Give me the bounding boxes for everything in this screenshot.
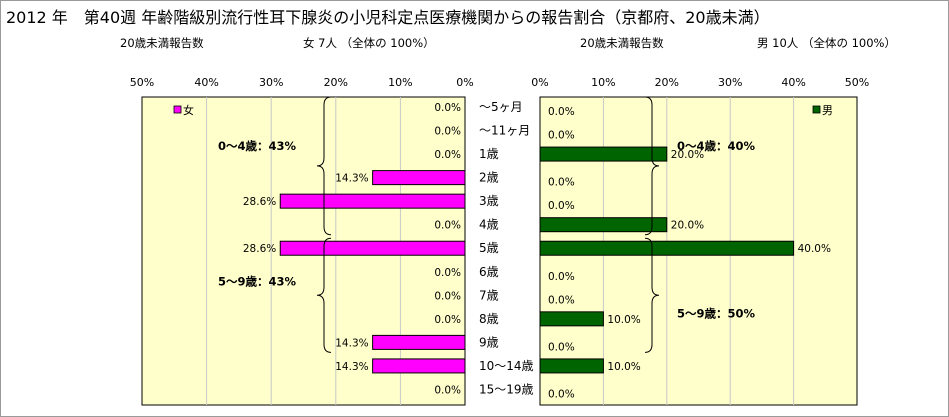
age-category-label: 2歳 [479, 171, 499, 185]
age-category-label: 5歳 [479, 241, 499, 255]
male-bar-value-label: 0.0% [548, 130, 575, 142]
male-bar-value-label: 20.0% [671, 220, 704, 232]
female-bar [372, 170, 466, 186]
male-legend-swatch [812, 105, 821, 114]
male-age-group-brace [644, 237, 660, 353]
female-axis-tick-label: 30% [259, 76, 283, 89]
female-bar-value-label: 0.0% [434, 384, 461, 396]
page-title: 2012 年 第40週 年齢階級別流行性耳下腺炎の小児科定点医療機関からの報告割… [6, 8, 770, 27]
male-axis-tick-label: 30% [718, 76, 742, 89]
female-bar-value-label: 0.0% [434, 102, 461, 114]
male-bar-value-label: 0.0% [548, 341, 575, 353]
age-category-label: 8歳 [479, 312, 499, 326]
female-bar-value-label: 0.0% [434, 314, 461, 326]
male-count-label: 20歳未満報告数 [580, 36, 664, 50]
male-bar-value-label: 0.0% [548, 271, 575, 283]
male-bar [539, 146, 668, 162]
male-bar-value-label: 40.0% [798, 243, 831, 255]
female-bar [372, 334, 466, 350]
female-count-label: 20歳未満報告数 [120, 36, 204, 50]
male-axis-tick-label: 10% [591, 76, 615, 89]
female-bar [279, 240, 466, 256]
female-legend-label: 女 [183, 103, 194, 117]
female-bar-value-label: 14.3% [335, 337, 368, 349]
female-age-group-brace [316, 96, 332, 236]
age-category-label: 15～19歳 [479, 382, 534, 396]
female-bar-value-label: 28.6% [243, 243, 276, 255]
male-legend-label: 男 [822, 104, 833, 117]
male-bar-value-label: 10.0% [607, 314, 640, 326]
age-category-label: 6歳 [479, 265, 499, 279]
male-bar-value-label: 0.0% [548, 388, 575, 400]
male-bar [539, 311, 604, 327]
male-axis-tick-label: 40% [781, 76, 805, 89]
female-bar-value-label: 28.6% [243, 196, 276, 208]
male-bar [539, 240, 795, 256]
male-bar-value-label: 0.0% [548, 106, 575, 118]
female-age-group-label: 0～4歳：43% [218, 139, 297, 153]
female-bar-value-label: 0.0% [434, 126, 461, 138]
female-age-group-brace [316, 237, 332, 353]
male-axis-tick-label: 50% [845, 76, 869, 89]
male-axis-tick-label: 0% [531, 76, 548, 89]
female-axis-tick-label: 0% [456, 76, 473, 89]
female-axis-tick-label: 40% [194, 76, 218, 89]
age-category-label: 4歳 [479, 218, 499, 232]
male-axis-tick-label: 20% [655, 76, 679, 89]
female-bar-value-label: 0.0% [434, 290, 461, 302]
female-bar-value-label: 0.0% [434, 267, 461, 279]
male-bar-value-label: 20.0% [671, 149, 704, 161]
female-axis-tick-label: 50% [130, 76, 154, 89]
male-bar [539, 358, 604, 374]
age-category-label: ～11ヶ月 [479, 124, 530, 138]
age-category-label: 7歳 [479, 288, 499, 302]
male-bar-value-label: 10.0% [607, 361, 640, 373]
age-category-label: 10～14歳 [479, 359, 534, 373]
male-bar-value-label: 0.0% [548, 294, 575, 306]
male-bar-value-label: 0.0% [548, 177, 575, 189]
female-bar-value-label: 0.0% [434, 149, 461, 161]
female-axis-tick-label: 20% [324, 76, 348, 89]
female-legend-swatch [173, 105, 182, 114]
age-category-label: ～5ヶ月 [479, 100, 523, 114]
age-category-label: 3歳 [479, 194, 499, 208]
age-category-label: 1歳 [479, 147, 499, 161]
female-age-group-label: 5～9歳：43% [218, 274, 297, 288]
female-bar-value-label: 14.3% [335, 173, 368, 185]
age-category-label: 9歳 [479, 335, 499, 349]
female-bar [372, 358, 466, 374]
female-axis-tick-label: 10% [388, 76, 412, 89]
male-age-group-label: 0～4歳：40% [677, 139, 756, 153]
male-age-group-brace [644, 96, 660, 236]
male-count-summary: 男 10人 （全体の 100%） [757, 36, 896, 50]
female-bar [279, 193, 466, 209]
female-bar-value-label: 14.3% [335, 361, 368, 373]
female-count-summary: 女 7人 （全体の 100%） [303, 36, 435, 50]
male-bar [539, 217, 668, 233]
female-bar-value-label: 0.0% [434, 220, 461, 232]
male-bar-value-label: 0.0% [548, 200, 575, 212]
male-age-group-label: 5～9歳：50% [677, 306, 756, 320]
